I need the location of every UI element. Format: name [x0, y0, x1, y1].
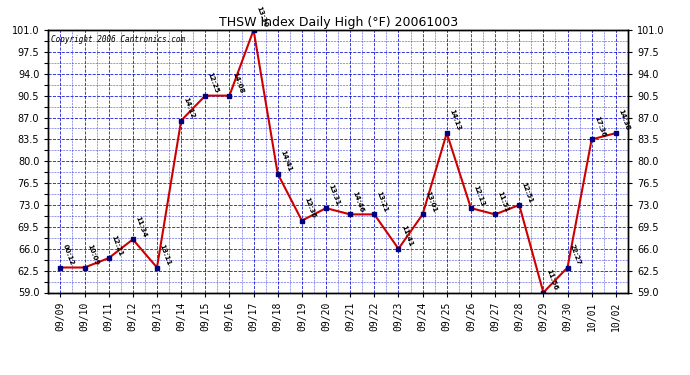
- Text: 12:36: 12:36: [304, 196, 317, 219]
- Text: 12:51: 12:51: [521, 181, 534, 204]
- Text: 11:34: 11:34: [135, 215, 148, 238]
- Text: 14:08: 14:08: [231, 71, 244, 94]
- Text: 11:56: 11:56: [545, 268, 558, 291]
- Text: 17:36: 17:36: [593, 115, 607, 138]
- Text: 11:41: 11:41: [400, 224, 413, 248]
- Text: 13:11: 13:11: [159, 243, 172, 266]
- Text: 13:31: 13:31: [328, 184, 341, 207]
- Text: 12:25: 12:25: [207, 72, 220, 94]
- Text: 10:09: 10:09: [86, 243, 99, 266]
- Text: 13:01: 13:01: [424, 190, 437, 213]
- Text: 13:30: 13:30: [255, 6, 268, 28]
- Text: 14:46: 14:46: [352, 190, 365, 213]
- Title: THSW Index Daily High (°F) 20061003: THSW Index Daily High (°F) 20061003: [219, 16, 457, 29]
- Text: 14:41: 14:41: [279, 149, 293, 172]
- Text: Copyright 2006 Cantronics.com: Copyright 2006 Cantronics.com: [51, 35, 186, 44]
- Text: 13:21: 13:21: [376, 190, 389, 213]
- Text: 22:27: 22:27: [569, 243, 582, 266]
- Text: 14:13: 14:13: [448, 109, 462, 132]
- Text: 12:13: 12:13: [473, 184, 486, 207]
- Text: 14:12: 14:12: [183, 96, 196, 119]
- Text: 11:51: 11:51: [497, 190, 510, 213]
- Text: 00:12: 00:12: [62, 243, 75, 266]
- Text: 14:38: 14:38: [618, 109, 631, 132]
- Text: 12:21: 12:21: [110, 234, 124, 257]
